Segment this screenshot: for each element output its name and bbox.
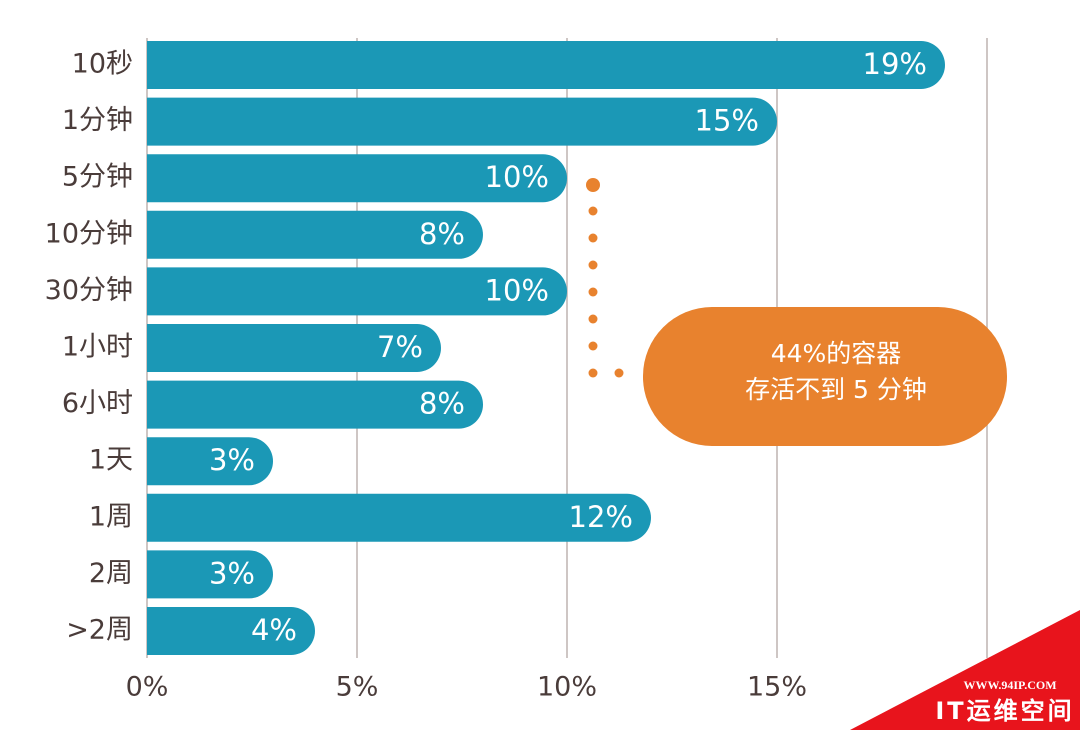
value-label: 3%	[209, 443, 255, 477]
value-label: 10%	[485, 160, 549, 194]
annotation-dot	[614, 368, 624, 378]
annotation-dot	[588, 287, 598, 297]
y-tick-label: 30分钟	[45, 275, 133, 306]
value-label: 7%	[377, 330, 423, 364]
value-label: 3%	[209, 556, 255, 590]
y-tick-label: 2周	[89, 558, 133, 589]
annotation-dot	[588, 368, 598, 378]
value-label: 8%	[419, 217, 465, 251]
bar	[147, 97, 778, 146]
bar	[147, 380, 483, 429]
bar	[147, 550, 273, 599]
annotation-box	[643, 307, 1007, 446]
annotation-dot	[586, 178, 600, 192]
x-tick-label: 10%	[537, 672, 597, 703]
x-tick-label: 15%	[747, 672, 807, 703]
value-label: 10%	[485, 273, 549, 307]
value-label: 19%	[863, 47, 927, 81]
annotation-dot	[588, 260, 598, 270]
annotation-dot	[588, 341, 598, 351]
value-label: 15%	[695, 104, 759, 138]
y-tick-label: 1小时	[62, 332, 133, 363]
y-tick-label: 1天	[89, 445, 133, 476]
bar	[147, 154, 567, 203]
marks	[147, 41, 945, 655]
bar	[147, 493, 651, 542]
annotation-dot	[588, 233, 598, 243]
bar	[147, 437, 273, 486]
bar	[147, 41, 945, 89]
y-tick-label: 1周	[89, 501, 133, 532]
annotation-dot	[588, 206, 598, 216]
bar	[147, 267, 567, 316]
bar	[147, 607, 315, 655]
watermark-text: IT运维空间	[935, 697, 1074, 725]
bar	[147, 210, 483, 259]
annotation-text: 存活不到 5 分钟	[745, 375, 927, 404]
value-label: 8%	[419, 387, 465, 421]
bar	[147, 324, 441, 372]
watermark-url: WWW.94IP.COM	[963, 678, 1056, 692]
x-tick-label: 0%	[126, 672, 169, 703]
y-tick-label: 1分钟	[62, 105, 133, 136]
y-tick-label: >2周	[66, 615, 133, 646]
watermark-bg	[850, 610, 1080, 730]
value-label: 4%	[251, 613, 297, 647]
y-tick-label: 5分钟	[62, 162, 133, 193]
x-tick-label: 5%	[336, 672, 379, 703]
y-tick-label: 10分钟	[45, 218, 133, 249]
annotation-dot	[588, 314, 598, 324]
value-label: 12%	[569, 500, 633, 534]
y-tick-label: 6小时	[62, 388, 133, 419]
annotation-text: 44%的容器	[771, 339, 902, 368]
y-tick-label: 10秒	[72, 49, 133, 80]
